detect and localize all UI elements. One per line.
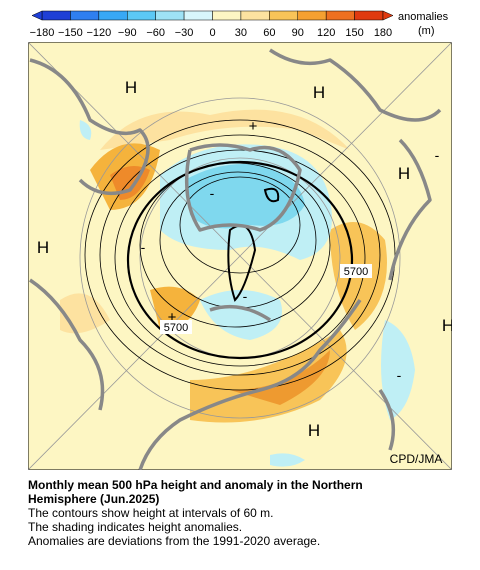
high-label: H: [398, 164, 410, 183]
colorbar-tick-label: −120: [86, 27, 111, 39]
colorbar-segment: [155, 10, 185, 21]
colorbar-segment: [41, 10, 71, 21]
caption-line: Anomalies are deviations from the 1991-2…: [28, 534, 321, 548]
high-label: H: [37, 238, 49, 257]
caption-title: Monthly mean 500 hPa height and anomaly …: [28, 478, 363, 506]
high-label: H: [308, 421, 320, 440]
high-label: H: [442, 316, 454, 335]
colorbar-segment: [297, 10, 327, 21]
contour-label: 5700: [164, 322, 188, 334]
min-marker: -: [210, 185, 215, 201]
colorbar-tick-label: 60: [263, 27, 275, 39]
colorbar-tick-label: −30: [175, 27, 194, 39]
colorbar-segment: [98, 10, 128, 21]
colorbar-arrow: [382, 10, 394, 21]
graticule: [28, 42, 452, 470]
colorbar-segment: [183, 10, 213, 21]
contour-label-box: [340, 264, 372, 278]
colorbar-segment: [127, 10, 156, 21]
colorbar-segment: [240, 10, 270, 21]
colorbar-arrow: [31, 10, 43, 21]
colorbar-tick-label: −180: [30, 27, 55, 39]
credit: CPD/JMA: [390, 452, 443, 466]
colorbar: −180 −150 −120 −90 −60 −30 0 30 60 90 120 150 180: [30, 10, 394, 39]
colorbar-tick-label: −60: [146, 27, 165, 39]
high-label: H: [125, 78, 137, 97]
min-marker: -: [141, 239, 146, 255]
map: H H H H H H + + - - - - - 5700 5700 CPD/…: [28, 42, 454, 470]
colorbar-tick-label: −90: [118, 27, 137, 39]
height-contours: [84, 119, 396, 391]
coastlines: [29, 48, 442, 470]
max-marker: +: [249, 118, 258, 135]
colorbar-tick-label: 180: [374, 27, 392, 39]
colorbar-tick-label: 0: [209, 27, 215, 39]
min-marker: -: [243, 288, 248, 304]
contour-label: 5700: [344, 266, 368, 278]
colorbar-tick-label: 150: [345, 27, 363, 39]
colorbar-tick-label: 120: [317, 27, 335, 39]
colorbar-label: anomalies: [398, 11, 449, 23]
colorbar-tick-label: 90: [292, 27, 304, 39]
min-marker: -: [435, 147, 440, 163]
colorbar-segment: [212, 10, 242, 21]
colorbar-segment: [325, 10, 355, 21]
colorbar-tick-label: 30: [235, 27, 247, 39]
colorbar-unit: (m): [418, 25, 435, 37]
caption-line: The shading indicates height anomalies.: [28, 520, 243, 534]
map-labels: H H H H H H + + - - - - -: [37, 78, 454, 440]
caption-line: The contours show height at intervals of…: [28, 506, 274, 520]
high-label: H: [313, 83, 325, 102]
colorbar-tick-label: −150: [58, 27, 83, 39]
min-marker: -: [397, 367, 402, 383]
colorbar-segment: [70, 10, 100, 21]
caption: Monthly mean 500 hPa height and anomaly …: [28, 478, 458, 548]
colorbar-segment: [354, 10, 384, 21]
contour-label-box: [160, 320, 192, 334]
colorbar-segment: [269, 10, 299, 21]
max-marker: +: [168, 309, 177, 326]
figure: −180 −150 −120 −90 −60 −30 0 30 60 90 120 150 180 an…: [28, 10, 454, 470]
